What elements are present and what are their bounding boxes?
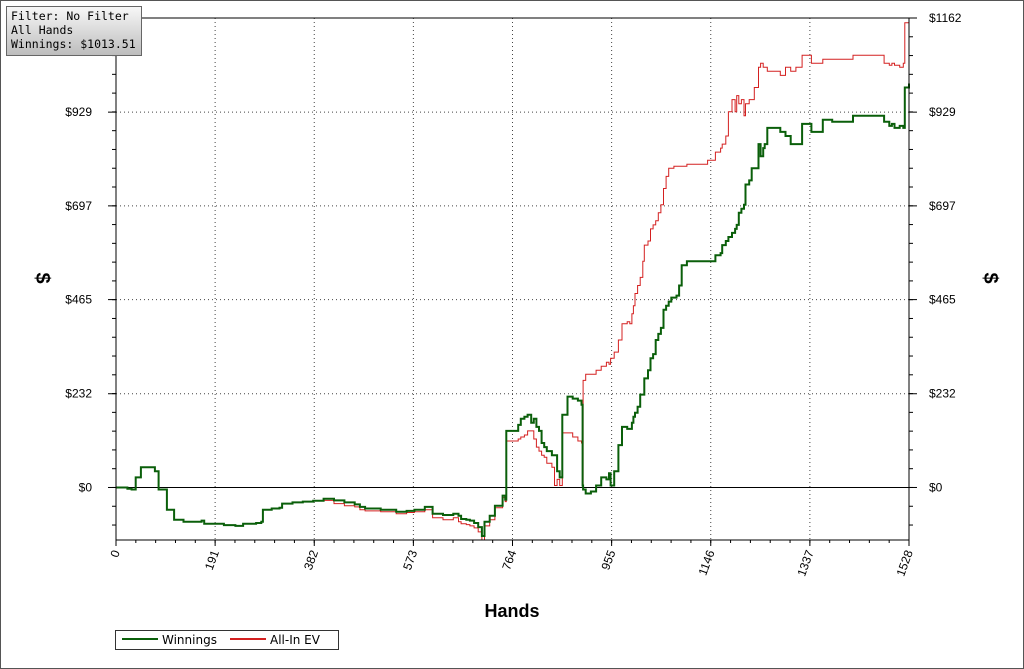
filter-info-box: Filter: No Filter All Hands Winnings: $1… [6,6,142,56]
winnings-total: Winnings: $1013.51 [11,37,136,51]
y-axis-label-right: $ [979,272,1001,283]
tick-labels: 0 191 382 573 764 955 1146 1337 1528 $0 $0 $232 $232… [60,11,962,578]
legend-swatch-all-in-ev [230,638,266,640]
grid [116,18,909,540]
legend-label-winnings: Winnings [162,633,217,647]
y-axis-label-left: $ [31,272,53,283]
x-tick-label: 0 [107,548,123,559]
y-tick-label-left: $232 [65,387,92,401]
y-tick-label-left: $465 [65,293,92,307]
x-tick-label: 573 [400,548,420,572]
y-tick-label-right: $0 [929,480,943,494]
x-tick-label: 1337 [794,548,816,578]
legend-label-all-in-ev: All-In EV [270,633,320,647]
x-tick-label: 382 [301,548,321,572]
y-tick-label-right: $929 [929,105,956,119]
legend-swatch-winnings [122,638,158,640]
x-tick-label: 1528 [894,548,916,578]
y-tick-label-left: $0 [79,480,93,494]
filter-label: Filter: No Filter [11,9,129,23]
x-tick-label: 1146 [696,548,718,577]
x-tick-label: 191 [202,548,222,572]
y-tick-label-right: $465 [929,293,956,307]
y-tick-label-left: $697 [65,199,92,213]
legend: Winnings All-In EV [115,630,339,650]
x-axis-label: Hands [484,601,539,621]
x-tick-label: 764 [499,548,519,572]
y-tick-label-right: $1162 [929,11,962,25]
plot-border [115,17,910,541]
x-tick-label: 955 [598,548,618,572]
y-tick-label-right: $697 [929,199,956,213]
y-tick-label-left: $929 [65,105,92,119]
series [116,18,910,541]
hands-label: All Hands [11,23,74,37]
y-tick-label-right: $232 [929,387,956,401]
winnings-line [116,83,910,537]
